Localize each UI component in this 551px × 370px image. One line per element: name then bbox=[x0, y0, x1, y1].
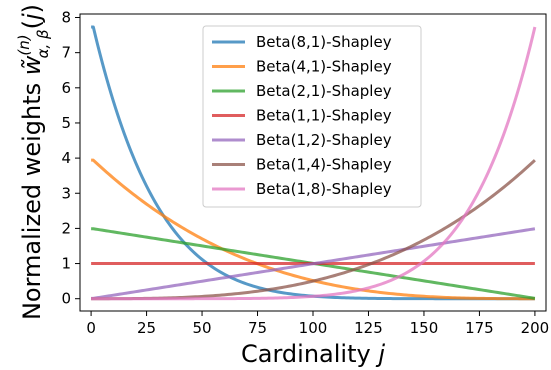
legend-entry-label: Beta(1,1)-Shapley bbox=[256, 107, 392, 125]
series-line-7 bbox=[91, 26, 537, 301]
y-tick-label: 6 bbox=[61, 79, 71, 97]
y-tick-label: 5 bbox=[61, 114, 71, 132]
legend-entry-label: Beta(1,4)-Shapley bbox=[256, 156, 392, 174]
x-axis-label: Cardinality j bbox=[241, 340, 385, 368]
x-tick-label: 175 bbox=[465, 319, 494, 337]
x-tick-label: 50 bbox=[193, 319, 212, 337]
series-line-5 bbox=[91, 227, 536, 300]
x-tick-label: 25 bbox=[137, 319, 156, 337]
y-tick-label: 3 bbox=[61, 184, 71, 202]
x-tick-label: 75 bbox=[248, 319, 267, 337]
x-tick-label: 200 bbox=[521, 319, 550, 337]
y-tick-label: 4 bbox=[61, 149, 71, 167]
legend-entry-label: Beta(2,1)-Shapley bbox=[256, 82, 392, 100]
x-tick-label: 100 bbox=[299, 319, 328, 337]
legend-entry-label: Beta(1,2)-Shapley bbox=[256, 131, 392, 149]
legend-entry-label: Beta(1,8)-Shapley bbox=[256, 180, 392, 198]
x-tick-label: 0 bbox=[86, 319, 96, 337]
ticks-layer: 0 25 50 75 100 125 150 175 200 0 1 2 3 4 5 6 7 8 bbox=[61, 9, 549, 337]
y-tick-label: 8 bbox=[61, 9, 71, 27]
legend-frame bbox=[202, 25, 422, 208]
legend-entry-label: Beta(8,1)-Shapley bbox=[256, 33, 392, 51]
y-tick-label: 0 bbox=[61, 290, 71, 308]
x-tick-label: 150 bbox=[410, 319, 439, 337]
legend: Beta(8,1)-Shapley Beta(4,1)-Shapley Beta(2… bbox=[202, 25, 422, 208]
y-tick-label: 7 bbox=[61, 44, 71, 62]
y-tick-label: 2 bbox=[61, 219, 71, 237]
y-axis-label: Normalized weights w̃(n)α, β(j) bbox=[15, 4, 52, 320]
x-tick-label: 125 bbox=[354, 319, 383, 337]
y-tick-label: 1 bbox=[61, 255, 71, 273]
legend-entry-label: Beta(4,1)-Shapley bbox=[256, 58, 392, 76]
series-layer bbox=[91, 25, 537, 301]
